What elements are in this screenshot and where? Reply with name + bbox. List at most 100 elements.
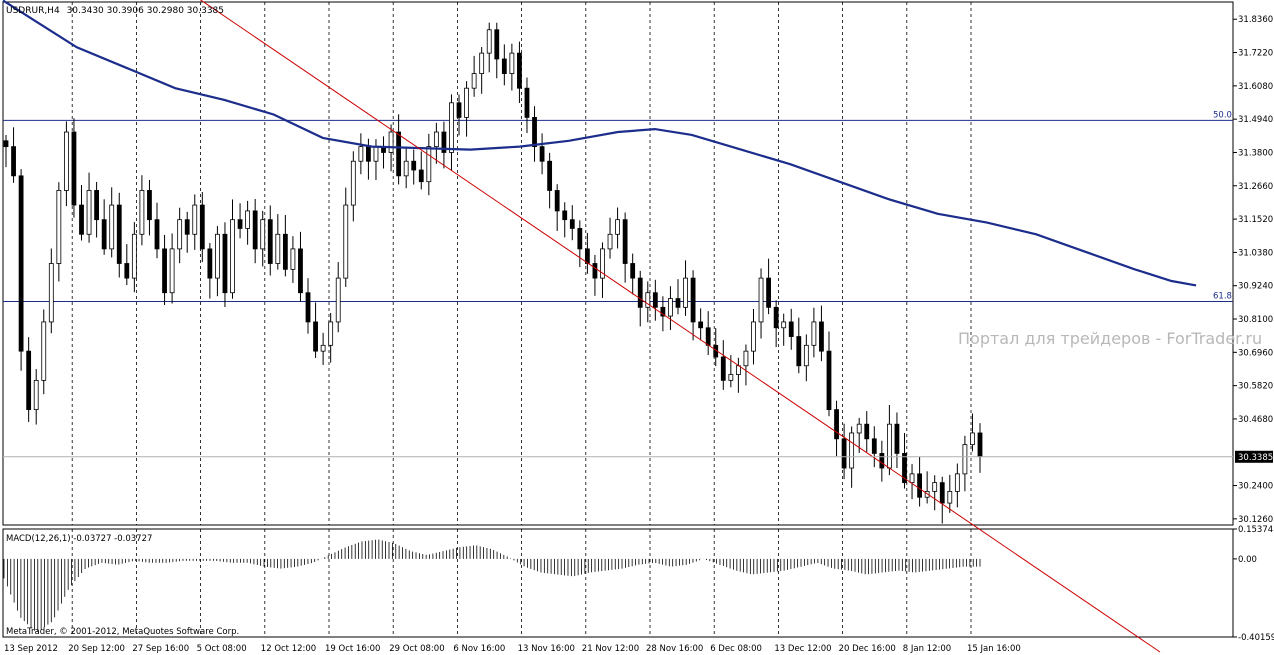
time-label: 20 Dec 16:00 xyxy=(839,644,896,654)
time-label: 13 Nov 16:00 xyxy=(518,644,575,654)
candle-body xyxy=(615,219,620,235)
time-label: 6 Dec 08:00 xyxy=(710,644,762,654)
candle-body xyxy=(796,336,802,367)
macd-tick-label: 0.00 xyxy=(1238,555,1257,565)
candle-body xyxy=(849,432,855,469)
price-axis: 31.8360 31.7220 31.6080 31.4940 31.3800 31.26… xyxy=(1233,15,1273,525)
candle-body xyxy=(245,210,251,229)
price-tick-label: 31.2660 xyxy=(1238,182,1273,192)
candle-body xyxy=(86,190,92,235)
candle-body xyxy=(388,131,394,153)
candle-body xyxy=(728,374,734,381)
candle-body xyxy=(517,52,522,89)
candle-body xyxy=(328,321,334,346)
time-label: 15 Jan 16:00 xyxy=(967,644,1021,654)
candle-body xyxy=(977,432,983,457)
price-tick-label: 31.3800 xyxy=(1238,148,1273,158)
candle-body xyxy=(675,298,681,308)
candle-body xyxy=(26,350,32,410)
price-tick-label: 30.6960 xyxy=(1238,348,1273,358)
candle-body xyxy=(298,248,303,294)
candle-body xyxy=(411,160,417,171)
macd-tick-label: 0.15374 xyxy=(1238,525,1273,535)
trendline xyxy=(199,0,1161,653)
candle-body xyxy=(101,219,107,250)
candle-body xyxy=(131,233,137,279)
time-label: 27 Sep 16:00 xyxy=(132,644,189,654)
candle-body xyxy=(554,190,560,212)
candle-body xyxy=(350,160,356,206)
ohlc-values: 30.3430 30.3906 30.2980 30.3385 xyxy=(67,6,224,16)
candle-body xyxy=(841,438,847,469)
price-tick-label: 30.8100 xyxy=(1238,315,1273,325)
candle-body xyxy=(471,73,477,89)
candle-body xyxy=(781,321,787,329)
candle-body xyxy=(766,277,771,308)
candle-body xyxy=(788,321,794,337)
candle-body xyxy=(970,432,975,446)
candle-body xyxy=(282,233,288,270)
time-label: 29 Oct 08:00 xyxy=(389,644,444,654)
candle-body xyxy=(441,131,447,153)
fib-level-label: 61.8 xyxy=(1213,291,1232,301)
candle-body xyxy=(275,233,281,264)
candle-body xyxy=(600,248,605,279)
time-label: 5 Oct 08:00 xyxy=(197,644,247,654)
candle-body xyxy=(803,344,809,367)
time-label: 20 Sep 12:00 xyxy=(68,644,125,654)
candle-body xyxy=(290,248,296,270)
watermark: Портал для трейдеров - ForTrader.ru xyxy=(958,329,1262,348)
candle-body xyxy=(879,453,885,469)
candle-body xyxy=(396,131,402,177)
candle-body xyxy=(169,248,175,294)
time-label: 19 Oct 16:00 xyxy=(325,644,380,654)
candle-body xyxy=(79,204,84,235)
candle-body xyxy=(479,52,485,74)
candle-body xyxy=(449,102,454,153)
candle-body xyxy=(532,117,537,148)
candle-body xyxy=(577,228,583,250)
time-label: 21 Nov 12:00 xyxy=(582,644,639,654)
time-label: 13 Sep 2012 xyxy=(4,644,58,654)
time-label: 13 Dec 12:00 xyxy=(774,644,831,654)
candle-body xyxy=(773,306,779,329)
candle-body xyxy=(494,29,500,60)
candle-body xyxy=(207,248,213,279)
candle-body xyxy=(826,350,832,410)
time-label: 6 Nov 16:00 xyxy=(453,644,505,654)
candle-body xyxy=(562,210,568,221)
candle-body xyxy=(939,482,945,504)
vertical-grid xyxy=(71,2,972,637)
price-tick-label: 30.5820 xyxy=(1238,382,1273,392)
candle-body xyxy=(154,219,160,250)
candle-body xyxy=(811,321,817,346)
candle-body xyxy=(735,365,741,375)
candle-body xyxy=(64,131,69,191)
candle-body xyxy=(418,169,424,183)
candle-body xyxy=(871,438,877,454)
candle-body xyxy=(630,263,636,279)
candle-body xyxy=(743,350,749,367)
candle-body xyxy=(335,277,341,323)
candle-body xyxy=(637,277,643,308)
candle-body xyxy=(486,29,492,54)
price-tick-label: 30.1260 xyxy=(1238,515,1273,525)
time-axis: 13 Sep 2012 20 Sep 12:00 27 Sep 16:00 5 Oct… xyxy=(4,644,1021,654)
candle-body xyxy=(267,219,273,264)
candle-body xyxy=(917,473,922,498)
candle-body xyxy=(162,248,167,294)
candle-body xyxy=(758,277,764,323)
candle-body xyxy=(547,160,553,191)
fib-level-label: 50.0 xyxy=(1213,110,1232,120)
macd-label: MACD(12,26,1) -0.03727 -0.03727 xyxy=(6,534,152,544)
time-label: 12 Oct 12:00 xyxy=(261,644,316,654)
time-label: 28 Nov 16:00 xyxy=(646,644,703,654)
candle-body xyxy=(230,219,235,294)
price-tick-label: 31.6080 xyxy=(1238,82,1273,92)
candle-body xyxy=(856,423,862,434)
candle-body xyxy=(215,233,220,279)
macd-panel-frame xyxy=(2,528,1234,638)
fib-levels: 50.0 61.8 xyxy=(3,110,1233,302)
candle-body xyxy=(237,219,243,229)
candle-body xyxy=(33,379,39,410)
